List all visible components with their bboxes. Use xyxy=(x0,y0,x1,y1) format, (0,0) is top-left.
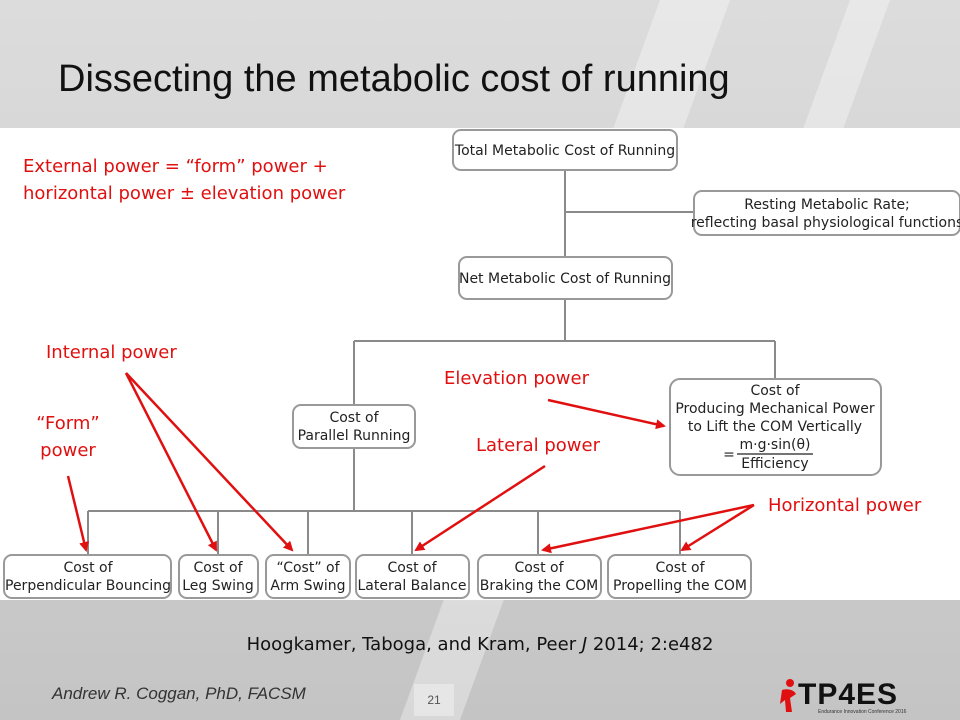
leg-swing-box: Cost of Leg Swing xyxy=(178,554,259,599)
perpendicular-bouncing-box: Cost of Perpendicular Bouncing xyxy=(3,554,172,599)
connector-lines xyxy=(87,170,776,554)
vertical-label-line2: Producing Mechanical Power xyxy=(675,401,875,417)
external-power-line2: horizontal power ± elevation power xyxy=(23,183,346,204)
total-metabolic-cost-label: Total Metabolic Cost of Running xyxy=(454,143,675,159)
runner-logo-icon xyxy=(780,679,796,712)
bouncing-label-line2: Perpendicular Bouncing xyxy=(5,578,171,594)
lateral-balance-box: Cost of Lateral Balance xyxy=(355,554,470,599)
vertical-lift-box: Cost of Producing Mechanical Power to Li… xyxy=(669,378,882,476)
elevation-power-arrow xyxy=(547,398,666,430)
page-number: 21 xyxy=(414,684,454,716)
citation: Hoogkamer, Taboga, and Kram, Peer J 2014… xyxy=(0,634,960,655)
leg-swing-label-line2: Leg Swing xyxy=(182,578,254,594)
lateral-balance-label-line1: Cost of xyxy=(387,560,437,576)
arm-swing-box: “Cost” of Arm Swing xyxy=(265,554,351,599)
parallel-running-box: Cost of Parallel Running xyxy=(292,404,416,449)
vertical-formula-denominator: Efficiency xyxy=(741,456,808,472)
external-power-annotation: External power = “form” power + horizont… xyxy=(23,153,345,207)
resting-rate-label-line1: Resting Metabolic Rate; xyxy=(744,197,910,213)
parallel-label-line2: Parallel Running xyxy=(298,428,411,444)
propelling-com-box: Cost of Propelling the COM xyxy=(607,554,752,599)
braking-label-line1: Cost of xyxy=(514,560,564,576)
logo-subtext: Endurance Innovation Conference 2016 xyxy=(818,709,907,715)
tp4es-logo: TP4ES Endurance Innovation Conference 20… xyxy=(776,678,946,718)
annotation-arrows xyxy=(66,372,755,554)
bouncing-label-line1: Cost of xyxy=(63,560,113,576)
elevation-power-annotation: Elevation power xyxy=(444,368,589,389)
form-power-arrow xyxy=(66,475,89,552)
diagram-panel: Total Metabolic Cost of Running Resting … xyxy=(0,128,960,600)
net-metabolic-cost-box: Net Metabolic Cost of Running xyxy=(458,256,673,300)
citation-volume: 2014; 2:e482 xyxy=(587,634,714,655)
resting-rate-label-line2: reflecting basal physiological functions xyxy=(691,215,960,231)
logo-text: TP4ES xyxy=(798,678,899,711)
citation-journal: J xyxy=(581,634,588,655)
horizontal-power-arrow-propelling xyxy=(680,503,755,552)
author-credit: Andrew R. Coggan, PhD, FACSM xyxy=(52,684,306,703)
form-power-line2: power xyxy=(40,440,96,461)
lateral-balance-label-line2: Lateral Balance xyxy=(358,578,467,594)
internal-power-arrow-leg xyxy=(124,372,218,552)
vertical-formula-numerator: m·g·sin(θ) xyxy=(740,437,811,453)
citation-authors: Hoogkamer, Taboga, and Kram, Peer xyxy=(246,634,582,655)
background-stripe xyxy=(802,0,898,130)
lateral-power-arrow xyxy=(414,464,546,552)
form-power-line1: “Form” xyxy=(36,413,100,434)
lateral-power-annotation: Lateral power xyxy=(476,435,600,456)
propelling-label-line1: Cost of xyxy=(655,560,705,576)
arm-swing-label-line1: “Cost” of xyxy=(276,560,340,576)
propelling-label-line2: Propelling the COM xyxy=(613,578,747,594)
external-power-line1: External power = “form” power + xyxy=(23,156,328,177)
vertical-equals-sign: = xyxy=(723,447,735,463)
total-metabolic-cost-box: Total Metabolic Cost of Running xyxy=(452,129,678,171)
vertical-label-line1: Cost of xyxy=(750,383,800,399)
form-power-annotation: “Form” power xyxy=(30,410,106,464)
internal-power-arrow-arm xyxy=(125,372,294,552)
braking-label-line2: Braking the COM xyxy=(480,578,598,594)
arm-swing-label-line2: Arm Swing xyxy=(270,578,345,594)
net-metabolic-cost-label: Net Metabolic Cost of Running xyxy=(459,271,671,287)
vertical-label-line3: to Lift the COM Vertically xyxy=(688,419,862,435)
horizontal-power-arrow-braking xyxy=(541,503,755,554)
leg-swing-label-line1: Cost of xyxy=(193,560,243,576)
metabolic-cost-diagram: Total Metabolic Cost of Running Resting … xyxy=(3,129,960,599)
internal-power-annotation: Internal power xyxy=(46,342,177,363)
slide-title: Dissecting the metabolic cost of running xyxy=(58,58,730,100)
parallel-label-line1: Cost of xyxy=(329,410,379,426)
horizontal-power-annotation: Horizontal power xyxy=(768,495,922,516)
braking-com-box: Cost of Braking the COM xyxy=(477,554,602,599)
resting-metabolic-rate-box: Resting Metabolic Rate; reflecting basal… xyxy=(691,190,960,236)
